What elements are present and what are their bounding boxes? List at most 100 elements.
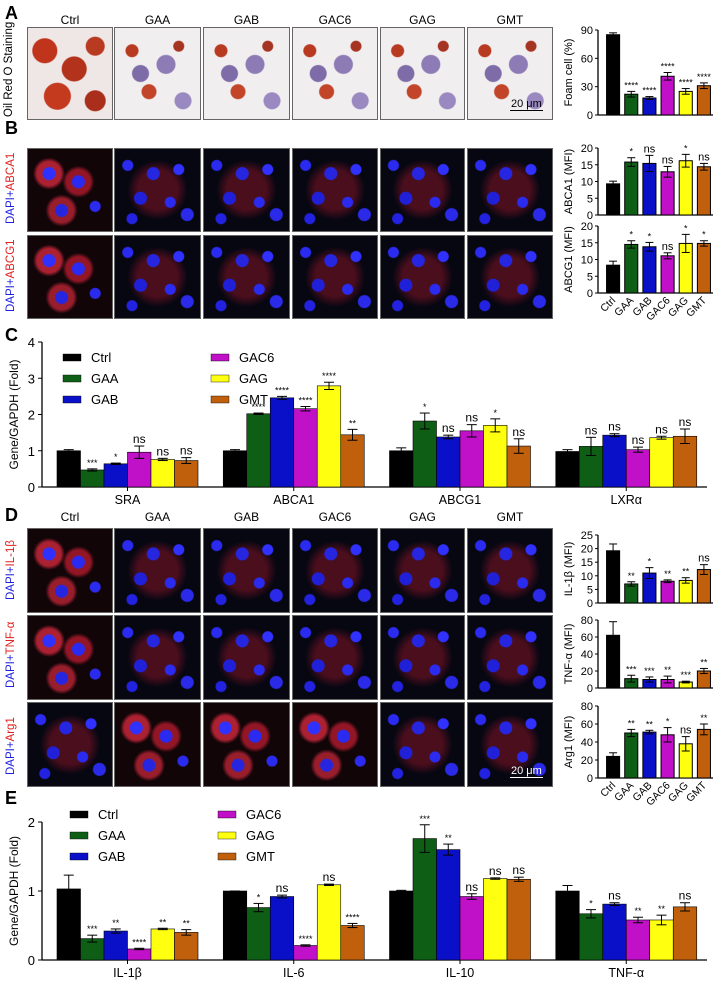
svg-text:ns: ns [608,420,621,434]
svg-text:0: 0 [587,110,593,120]
svg-text:20: 20 [581,143,593,155]
svg-text:GAA: GAA [98,828,126,843]
svg-text:5: 5 [587,584,593,596]
svg-text:***: *** [644,666,655,676]
svg-text:10: 10 [581,255,593,267]
svg-text:15: 15 [581,238,593,250]
chart-gene-expression-e: 0 1 2 Gene/GAPDH (Fold) *** ** **** ** ** IL-1β * n… [0,800,717,983]
svg-text:****: **** [275,385,290,395]
svg-text:**: ** [700,657,708,667]
svg-text:GAB: GAB [91,392,118,407]
column-title-gag: GAG [409,13,436,27]
bar-gmt [696,242,711,294]
abca1-image-gaa [114,148,201,232]
svg-text:ns: ns [465,880,478,894]
svg-text:***: *** [680,670,691,680]
svg-text:ABCG1: ABCG1 [439,493,481,505]
svg-text:ABCG1 (MFI): ABCG1 (MFI) [563,226,575,293]
svg-text:ns: ns [662,241,674,253]
svg-text:20: 20 [581,544,593,556]
svg-text:10: 10 [581,571,593,583]
svg-text:ns: ns [679,415,692,429]
svg-text:Ctrl: Ctrl [91,350,111,365]
svg-text:****: **** [345,912,360,922]
panel-label-d: D [5,505,18,525]
bar-gmt [696,728,711,779]
svg-text:**: ** [664,665,672,675]
svg-text:****: **** [661,62,676,72]
il1b-image-gmt [467,528,553,613]
bar-gmt [696,166,711,216]
svg-text:TNF-α: TNF-α [608,966,644,980]
bar-gab [642,246,657,294]
abcg1-image-gaa [114,235,201,319]
svg-text:IL-10: IL-10 [446,966,475,980]
svg-text:ns: ns [465,411,478,425]
svg-text:****: **** [642,86,657,96]
abcg1-image-gmt [467,235,553,319]
svg-text:ns: ns [512,863,525,877]
svg-text:**: ** [183,919,191,929]
svg-text:GAB: GAB [98,849,125,864]
oil-red-image-gag [380,27,465,120]
svg-text:20: 20 [581,221,593,233]
svg-text:ns: ns [276,881,289,895]
svg-text:0: 0 [28,480,35,495]
svg-text:ns: ns [679,889,692,903]
svg-text:ns: ns [644,143,656,155]
il1b-image-gac6 [292,528,378,613]
bar-gac6 [660,580,675,604]
svg-text:20: 20 [581,666,593,678]
arg1-image-gab [203,702,290,787]
svg-text:***: *** [87,924,98,934]
svg-text:GMT: GMT [239,392,268,407]
svg-text:****: **** [624,80,639,90]
svg-text:***: *** [87,458,98,468]
row-label-abcg1: DAPI+ABCG1 [5,239,17,312]
column-title-gmt: GMT [496,510,524,524]
svg-text:Gene/GAPDH (Fold): Gene/GAPDH (Fold) [7,836,21,946]
svg-text:*: * [629,147,633,157]
column-title-gab: GAB [233,13,260,27]
row-label-il-1β: DAPI+IL-1β [5,540,17,600]
tnfa-image-gmt [467,615,553,700]
svg-text:60: 60 [581,719,593,731]
svg-text:GAC6: GAC6 [239,350,274,365]
chart-arg1-mfi: 0 20 40 60 80 Arg1 (MFI) Ctrl ** GAA ** GAB * GAC6 ns… [560,698,717,810]
abcg1-image-gab [203,235,290,319]
svg-text:IL-6: IL-6 [283,966,305,980]
svg-text:5: 5 [587,193,593,205]
svg-text:ns: ns [632,433,645,447]
tnfa-image-gac6 [292,615,378,700]
svg-text:****: **** [251,402,266,412]
svg-text:****: **** [322,371,337,381]
tnfa-image-gaa [114,615,201,700]
svg-text:****: **** [298,934,313,944]
svg-text:*: * [114,452,118,462]
abca1-image-gmt [467,148,553,232]
bar-gag [678,160,693,216]
abca1-image-ctrl [27,148,113,232]
bar-gaa [624,243,639,294]
svg-text:1: 1 [28,444,35,459]
svg-text:**: ** [112,918,120,928]
svg-text:ns: ns [133,432,146,446]
svg-text:0: 0 [587,288,593,300]
abcg1-image-ctrl [27,235,113,319]
svg-text:2: 2 [28,815,35,830]
panel-label-e: E [5,788,18,808]
svg-text:0: 0 [587,210,593,220]
svg-text:**: ** [664,569,672,579]
column-title-gaa: GAA [144,510,171,524]
svg-text:1: 1 [28,884,35,899]
svg-text:*: * [684,223,688,233]
svg-text:ns: ns [680,725,692,737]
svg-text:*: * [493,408,497,418]
column-title-gaa: GAA [144,13,171,27]
svg-text:**: ** [628,718,636,728]
svg-text:0: 0 [587,773,593,785]
row-label-tnf-α: DAPI+TNF-α [5,621,17,688]
bar-gaa [624,161,639,216]
panel-label-b: B [5,118,18,138]
bar-gac6 [660,171,675,216]
